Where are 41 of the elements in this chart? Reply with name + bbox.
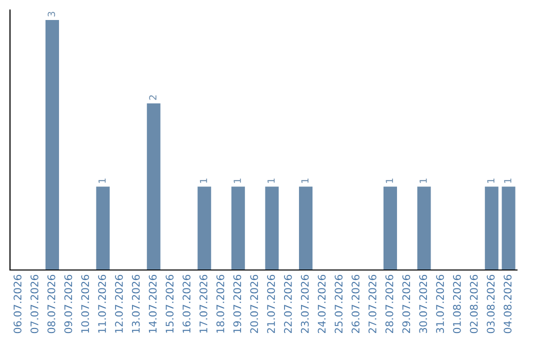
x-tick-label: 06.07.2026	[14, 274, 22, 334]
data-label: 1	[386, 178, 393, 183]
data-label: 1	[487, 178, 494, 183]
data-label: 2	[149, 95, 156, 100]
x-tick-label: 30.07.2026	[419, 274, 428, 334]
x-tick-label: 22.07.2026	[284, 274, 292, 334]
x-tick-label: 18.07.2026	[216, 274, 224, 333]
data-label: 1	[200, 178, 208, 183]
x-tick-label: 21.07.2026	[267, 274, 275, 334]
x-tick-label: 26.07.2026	[352, 274, 360, 334]
data-label: 1	[504, 178, 512, 183]
x-tick-label: 07.07.2026	[30, 274, 38, 334]
x-tick-label: 10.07.2026	[81, 274, 90, 333]
x-tick-label: 02.08.2026	[470, 274, 478, 334]
x-tick-label: 01.08.2026	[452, 274, 461, 334]
x-tick-label: 29.07.2026	[402, 274, 410, 334]
x-tick-label: 03.08.2026	[486, 274, 495, 334]
data-label: 1	[420, 178, 427, 183]
x-tick-label: 28.07.2026	[385, 274, 394, 334]
data-label: 1	[234, 178, 241, 183]
x-tick-label: 31.07.2026	[436, 274, 444, 334]
x-tick-label: 20.07.2026	[250, 274, 258, 334]
data-label: 1	[301, 178, 308, 183]
x-tick-label: 19.07.2026	[233, 274, 242, 333]
x-tick-label: 13.07.2026	[132, 274, 140, 333]
x-tick-label: 24.07.2026	[318, 274, 326, 334]
data-label: 1	[98, 178, 106, 183]
x-tick-label: 17.07.2026	[199, 274, 208, 333]
x-tick-label: 08.07.2026	[47, 274, 56, 334]
x-tick-label: 27.07.2026	[368, 274, 376, 334]
x-tick-label: 15.07.2026	[166, 274, 174, 333]
data-label: 1	[268, 178, 275, 183]
x-tick-label: 09.07.2026	[64, 274, 72, 334]
x-tick-label: 16.07.2026	[182, 274, 190, 333]
x-tick-label: 12.07.2026	[114, 274, 123, 333]
x-tick-label: 11.07.2026	[98, 274, 106, 333]
data-label: 3	[48, 12, 56, 16]
x-tick-label: 23.07.2026	[300, 274, 309, 334]
x-tick-label: 04.08.2026	[504, 274, 512, 334]
x-tick-label: 14.07.2026	[148, 274, 157, 333]
x-tick-label: 25.07.2026	[334, 274, 343, 334]
